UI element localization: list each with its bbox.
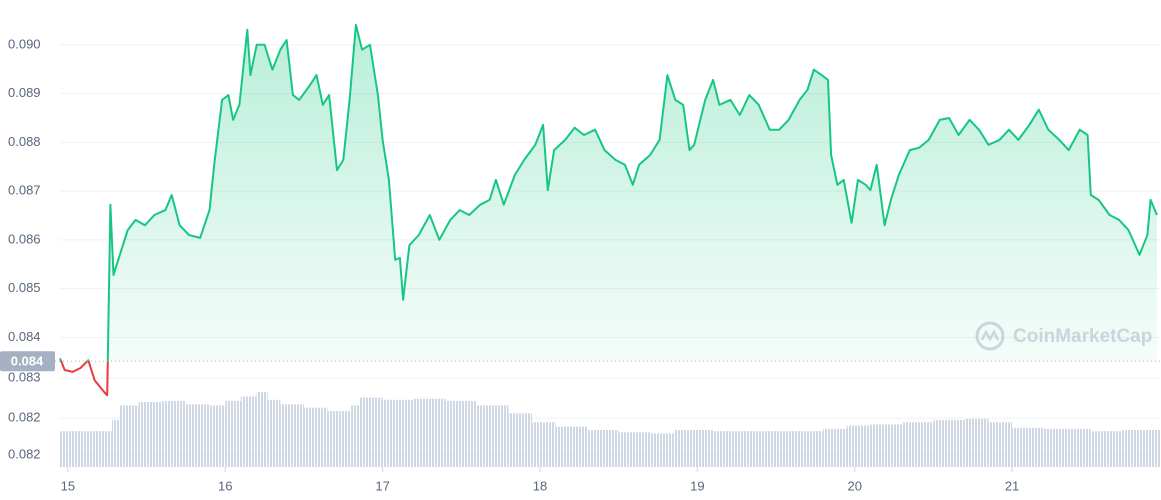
- volume-bar: [138, 402, 163, 467]
- volume-bar: [414, 398, 446, 467]
- y-tick-label: 0.086: [8, 231, 41, 246]
- volume-bar: [776, 431, 824, 467]
- volume-bar: [225, 400, 241, 467]
- volume-bar: [119, 405, 139, 467]
- volume-bar: [555, 426, 588, 467]
- volume-bar: [256, 392, 268, 467]
- x-tick-label: 19: [690, 478, 704, 493]
- volume-bar: [111, 419, 120, 467]
- volume-bar: [1012, 427, 1044, 467]
- volume-bar: [185, 404, 210, 467]
- volume-bar: [327, 411, 352, 467]
- x-tick-label: 21: [1005, 478, 1019, 493]
- y-tick-label: 0.084: [8, 329, 41, 344]
- volume-bar: [358, 397, 383, 467]
- volume-bar: [713, 431, 777, 467]
- y-tick-label: 0.090: [8, 36, 41, 51]
- volume-bar: [587, 430, 619, 467]
- y-tick-label: 0.082: [8, 410, 41, 425]
- volume-bar: [209, 405, 226, 467]
- watermark-text: CoinMarketCap: [1013, 326, 1152, 347]
- volume-bar: [445, 400, 478, 467]
- volume-bar: [267, 399, 281, 467]
- volume-bar: [351, 405, 359, 467]
- volume-bar: [162, 400, 186, 467]
- volume-bar: [303, 407, 328, 467]
- x-tick-label: 20: [847, 478, 861, 493]
- volume-bar: [870, 424, 902, 467]
- y-tick-label: 0.082: [8, 447, 41, 462]
- volume-bar: [280, 404, 304, 467]
- volume-bar: [60, 431, 108, 467]
- y-tick-label: 0.088: [8, 134, 41, 149]
- watermark: CoinMarketCap: [975, 321, 1152, 351]
- volume-bar: [650, 433, 674, 467]
- volume-bar: [618, 432, 651, 467]
- reference-label: 0.084: [11, 354, 44, 369]
- x-tick-label: 17: [375, 478, 389, 493]
- reference-badge: [0, 351, 55, 372]
- volume-bar: [532, 422, 556, 467]
- volume-bar: [673, 430, 714, 467]
- volume-bar: [508, 413, 533, 467]
- volume-bar: [382, 399, 415, 467]
- volume-bar: [988, 422, 1013, 467]
- y-tick-label: 0.085: [8, 280, 41, 295]
- price-area: [60, 24, 1157, 362]
- volume-bar: [1090, 431, 1123, 467]
- price-line: [59, 23, 1158, 397]
- y-tick-label: 0.087: [8, 183, 41, 198]
- volume-bar: [1043, 428, 1091, 467]
- volume-bar: [107, 431, 112, 467]
- volume-bar: [1122, 430, 1160, 467]
- volume-bar: [240, 396, 257, 467]
- x-tick-label: 15: [61, 478, 75, 493]
- y-tick-label: 0.089: [8, 85, 41, 100]
- y-tick-label: 0.083: [8, 370, 41, 385]
- volume-bar: [901, 422, 934, 467]
- x-tick-label: 16: [218, 478, 232, 493]
- volume-bar: [823, 428, 847, 467]
- volume-bar: [933, 419, 965, 467]
- volume-bar: [846, 425, 871, 467]
- x-tick-label: 18: [533, 478, 547, 493]
- volume-bar: [964, 418, 989, 467]
- volume-bar: [477, 405, 509, 467]
